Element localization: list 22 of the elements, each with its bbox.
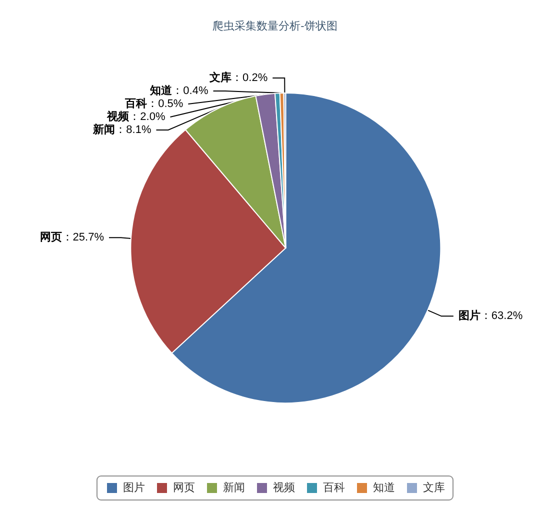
data-label: ：8.1% (115, 124, 152, 136)
data-label: ：0.4% (172, 85, 208, 98)
slice-label: 视频 (106, 110, 130, 124)
data-label: ：2.0% (129, 111, 166, 124)
legend-label: 文库 (423, 481, 445, 494)
legend-label: 网页 (173, 482, 195, 494)
slice-label: 知道 (149, 84, 174, 98)
slice-label: 新闻 (92, 123, 116, 136)
slice-label: 网页 (40, 232, 62, 244)
slice-label: 文库 (208, 71, 232, 84)
data-label: ：63.2% (480, 310, 523, 322)
chart-title: 爬虫采集数量分析-饼状图 (212, 20, 338, 32)
legend-label: 视频 (273, 481, 295, 494)
legend-label: 百科 (323, 482, 345, 494)
legend-label: 知道 (373, 482, 395, 494)
legend-label: 新闻 (223, 481, 245, 494)
data-label: ：0.2% (232, 72, 268, 84)
slice-label: 百科 (124, 97, 148, 110)
data-label: ：0.5% (147, 98, 184, 110)
data-label: ：25.7% (62, 232, 104, 244)
slice-label: 图片 (458, 309, 480, 322)
legend-label: 图片 (123, 481, 145, 494)
